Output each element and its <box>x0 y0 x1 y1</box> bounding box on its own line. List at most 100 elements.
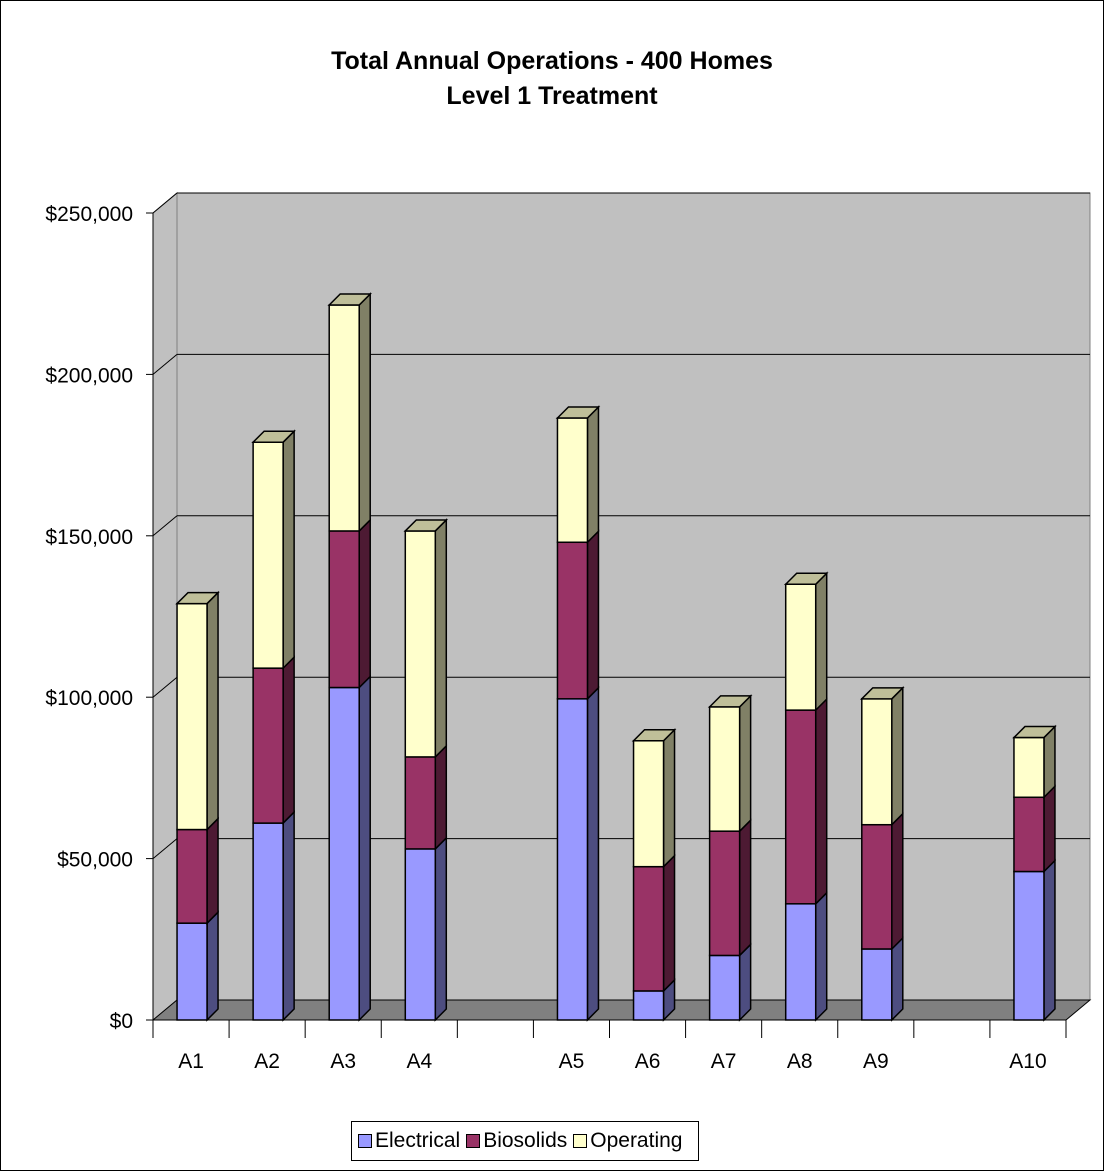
bar-a8-biosolids-side <box>814 697 828 906</box>
y-tick-label: $100,000 <box>45 687 133 710</box>
y-tick-label: $250,000 <box>45 203 133 226</box>
bar-a10-operating <box>1013 736 1045 799</box>
bar-a8-electrical <box>784 903 817 1021</box>
bar-a4-operating <box>404 530 437 758</box>
bar-a8-electrical-side <box>814 890 828 1022</box>
bar-a9-operating <box>861 698 893 826</box>
x-tick-label: A8 <box>787 1050 813 1073</box>
gridline-side <box>152 354 178 375</box>
bar-a3-electrical-side <box>358 674 371 1022</box>
bar-a7-electrical-side <box>738 942 752 1022</box>
bar-a10-electrical-side <box>1043 858 1056 1022</box>
gridline-side <box>152 838 178 859</box>
bar-a7-electrical <box>708 954 741 1021</box>
bar-a1-biosolids <box>176 828 208 924</box>
chart-legend: Electrical Biosolids Operating <box>351 1121 700 1161</box>
bar-a2-electrical <box>252 822 284 1021</box>
bar-a8-operating <box>784 583 817 711</box>
x-tick-label: A2 <box>254 1050 280 1073</box>
bar-a10-biosolids-side <box>1043 784 1056 874</box>
chart-plot: $0 $50,000 $100,000 $150,000 $200,000 $250,00… <box>45 191 1092 1073</box>
legend-item-operating: Operating <box>573 1129 682 1153</box>
bar-a2-biosolids <box>252 667 284 824</box>
bar-a7-biosolids <box>708 830 741 957</box>
legend-swatch-operating <box>573 1134 588 1148</box>
bar-a6-operating-side <box>662 727 676 869</box>
bar-a2-operating-side <box>282 429 295 670</box>
legend-label-electrical: Electrical <box>375 1129 461 1152</box>
bar-a1-biosolids-side <box>206 816 219 925</box>
bar-a3-electrical <box>328 686 360 1021</box>
bar-a7-biosolids-side <box>738 818 752 958</box>
legend-swatch-biosolids <box>466 1134 481 1148</box>
bar-a1-operating <box>176 602 208 831</box>
bar-a9-operating-side <box>891 686 904 827</box>
x-tick-label: A1 <box>178 1050 204 1073</box>
bar-a1-electrical-side <box>206 910 219 1022</box>
bar-a2-operating-top <box>251 430 296 443</box>
bar-a2-biosolids-side <box>282 655 295 825</box>
y-tick-label: $200,000 <box>45 364 133 387</box>
bar-a9-electrical-side <box>891 936 904 1022</box>
bar-a1-electrical <box>176 922 208 1021</box>
legend-label-biosolids: Biosolids <box>483 1129 568 1152</box>
bar-a4-biosolids-side <box>434 744 448 851</box>
bar-a6-operating-top <box>631 729 677 742</box>
x-tick-label: A4 <box>406 1050 432 1073</box>
legend-swatch-electrical <box>358 1134 372 1148</box>
bar-a3-biosolids-side <box>358 518 371 690</box>
bar-a9-biosolids-side <box>891 811 904 951</box>
bar-a6-electrical <box>632 990 665 1021</box>
bar-a10-operating-side <box>1043 724 1056 800</box>
bar-a5-biosolids-side <box>586 529 600 701</box>
bar-a4-operating-top <box>403 519 449 532</box>
legend-item-biosolids: Biosolids <box>466 1129 567 1153</box>
bar-a6-biosolids-side <box>662 853 676 993</box>
y-tick-label: $0 <box>110 1010 133 1033</box>
gridline-side <box>152 676 178 698</box>
bar-a3-operating-top <box>327 293 373 306</box>
plot-side-wall <box>152 191 178 1022</box>
bar-a5-operating <box>556 417 589 544</box>
y-tick-label: $50,000 <box>57 849 133 872</box>
bar-a5-biosolids <box>556 541 589 700</box>
x-tick-label: A6 <box>635 1050 661 1073</box>
bar-a8-operating-side <box>814 571 828 712</box>
bar-a4-biosolids <box>404 756 437 850</box>
bar-a3-operating-side <box>358 292 371 533</box>
x-tick-label: A3 <box>330 1050 356 1073</box>
legend-item-electrical: Electrical <box>358 1129 460 1153</box>
bar-a9-electrical <box>861 948 893 1021</box>
bar-a9-biosolids <box>861 823 893 950</box>
bar-a2-electrical-side <box>282 810 295 1022</box>
bar-a5-operating-top <box>555 406 601 419</box>
bar-a10-electrical <box>1013 870 1045 1021</box>
bar-a1-operating-top <box>175 591 220 605</box>
bar-a1-operating-side <box>206 590 219 832</box>
bar-a3-operating <box>328 304 360 532</box>
bar-a5-electrical <box>556 698 589 1021</box>
bar-a8-operating-top <box>783 572 829 585</box>
x-tick-label: A7 <box>711 1050 737 1073</box>
bar-a6-biosolids <box>632 865 665 992</box>
bar-a10-operating-top <box>1012 725 1057 739</box>
bar-a5-electrical-side <box>586 686 600 1022</box>
bar-a7-operating-side <box>738 694 752 833</box>
gridline-side <box>152 515 178 537</box>
x-tick-label: A10 <box>1009 1050 1046 1073</box>
bar-a3-biosolids <box>328 530 360 689</box>
bar-a9-operating-top <box>859 687 905 700</box>
bar-a7-operating <box>708 706 741 832</box>
chart-title-line-2: Level 1 Treatment <box>446 82 658 110</box>
bar-a4-electrical-side <box>434 836 448 1022</box>
chart-title: Total Annual Operations - 400 Homes Leve… <box>0 44 1104 114</box>
bar-a2-operating <box>252 441 284 669</box>
bar-a7-operating-top <box>707 695 753 708</box>
bar-a6-operating <box>632 740 665 868</box>
x-tick-label: A5 <box>559 1050 585 1073</box>
bar-a8-biosolids <box>784 709 817 905</box>
chart-title-line-1: Total Annual Operations - 400 Homes <box>331 47 773 75</box>
legend-label-operating: Operating <box>590 1129 683 1152</box>
bar-a5-operating-side <box>586 405 600 545</box>
bar-a4-electrical <box>404 848 437 1021</box>
